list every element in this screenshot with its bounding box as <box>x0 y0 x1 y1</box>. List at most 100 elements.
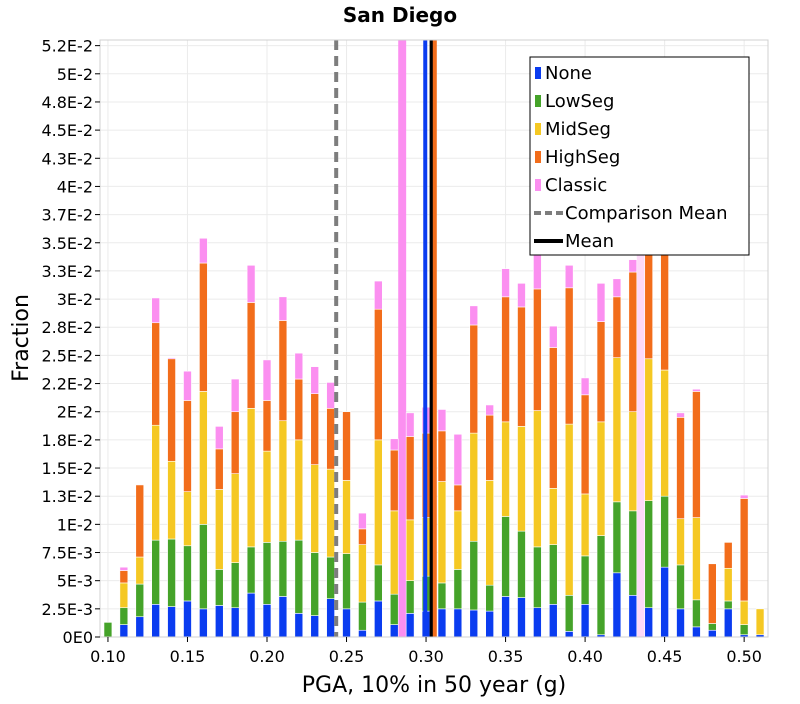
y-tick-label: 2E-2 <box>57 403 93 422</box>
bar-segment-none <box>692 626 701 638</box>
bar-segment-midseg <box>549 488 558 545</box>
bar-segment-none <box>167 606 176 638</box>
bar-segment-classic <box>215 426 224 450</box>
bar-segment-classic <box>405 412 415 437</box>
bar-segment-lowseg <box>103 622 113 638</box>
bar-segment-lowseg <box>549 544 558 605</box>
bar-segment-lowseg <box>612 501 622 574</box>
bar-segment-highseg <box>453 484 463 512</box>
legend-label: MidSeg <box>545 119 611 140</box>
bar-segment-highseg <box>183 400 192 492</box>
bar-segment-lowseg <box>151 539 160 605</box>
x-tick-label: 0.50 <box>726 647 762 666</box>
bar-segment-none <box>676 608 685 638</box>
bar-segment-lowseg <box>644 500 653 609</box>
bar-segment-highseg <box>596 321 606 423</box>
bar-segment-highseg <box>326 408 335 470</box>
bar-segment-midseg <box>469 432 479 542</box>
bar-segment-classic <box>437 409 447 432</box>
bar-segment-lowseg <box>692 599 701 628</box>
bar-segment-lowseg <box>405 580 415 614</box>
y-axis-ticks: 0E0 2.5E-3 5E-3 7.5E-3 1E-2 1.3E-2 1.5E-2 1.8E-… <box>41 37 100 647</box>
x-tick-label: 0.15 <box>170 647 206 666</box>
bar-segment-classic <box>389 438 399 451</box>
plot-border <box>99 39 769 638</box>
bar-segment-highseg <box>533 288 542 411</box>
bar-segment-lowseg <box>326 556 335 600</box>
bar-segment-classic <box>374 280 383 310</box>
y-tick-label: 2.5E-2 <box>41 346 93 365</box>
bar-segment-none <box>358 629 367 638</box>
bar-segment-midseg <box>692 517 701 601</box>
legend-label: Classic <box>545 175 607 196</box>
y-tick-label: 1E-2 <box>57 515 93 534</box>
bar-segment-none <box>310 615 319 638</box>
x-axis-label: PGA, 10% in 50 year (g) <box>302 673 566 698</box>
bar-segment-none <box>278 596 288 638</box>
bar-segment-none <box>564 631 574 638</box>
bar-segment-midseg <box>453 510 463 570</box>
bar-segment-none <box>389 624 399 638</box>
y-tick-label: 4.8E-2 <box>41 93 93 112</box>
x-axis-ticks: 0.10 0.15 0.20 0.25 0.30 0.35 0.40 0.45 0.50 <box>90 637 762 666</box>
bar-segment-lowseg <box>294 539 304 614</box>
bar-segment-classic <box>326 382 335 409</box>
bar-segment-none <box>326 598 335 638</box>
bar-segment-highseg <box>358 528 367 545</box>
bar-segment-midseg <box>405 519 415 581</box>
bar-segment-lowseg <box>199 524 208 610</box>
legend-swatch <box>535 179 541 191</box>
bar-segment-lowseg <box>564 595 574 632</box>
bar-segment-classic <box>199 237 208 264</box>
bar-segment-midseg <box>485 480 494 586</box>
bar-segment-highseg <box>135 484 145 558</box>
bars <box>103 203 765 638</box>
bar-segment-lowseg <box>230 562 240 609</box>
bar-segment-classic <box>278 296 288 321</box>
bar-segment-none <box>437 608 447 638</box>
reference-lines <box>334 40 437 637</box>
bar-segment-midseg <box>676 518 685 566</box>
bar-segment-classic <box>230 378 240 413</box>
bar-segment-classic <box>580 377 590 396</box>
x-tick-label: 0.35 <box>488 647 524 666</box>
bar-segment-highseg <box>199 262 208 392</box>
legend-label: Comparison Mean <box>565 203 728 224</box>
bar-segment-lowseg <box>676 564 685 610</box>
bar-segment-classic <box>676 412 685 418</box>
bar-segment-none <box>469 609 479 638</box>
bar-segment-lowseg <box>485 584 494 612</box>
x-tick-label: 0.25 <box>329 647 365 666</box>
bar-segment-highseg <box>501 296 510 423</box>
y-tick-label: 3.7E-2 <box>41 206 93 225</box>
legend-swatch <box>535 151 541 163</box>
y-tick-label: 7.5E-3 <box>41 544 93 563</box>
y-tick-label: 4.3E-2 <box>41 149 93 168</box>
bar-segment-classic <box>167 357 176 360</box>
bar-segment-classic <box>310 366 319 394</box>
bar-segment-classic <box>151 297 160 324</box>
y-tick-label: 0E0 <box>63 628 93 647</box>
bar-segment-lowseg <box>246 546 256 594</box>
bar-segment-lowseg <box>708 623 717 631</box>
y-tick-label: 5.2E-2 <box>41 37 93 56</box>
bar-segment-highseg <box>405 436 415 521</box>
bar-segment-lowseg <box>374 564 383 602</box>
bar-segment-none <box>199 608 208 638</box>
bar-segment-midseg <box>119 582 129 609</box>
y-tick-label: 4E-2 <box>57 177 93 196</box>
bar-segment-midseg <box>294 439 304 541</box>
y-tick-label: 1.5E-2 <box>41 459 93 478</box>
bar-segment-midseg <box>215 489 224 570</box>
bar-segment-classic <box>119 566 129 571</box>
bar-segment-classic <box>358 512 367 530</box>
bar-segment-none <box>246 592 256 638</box>
bar-segment-highseg <box>437 430 447 482</box>
legend-box <box>529 56 750 256</box>
bar-segment-classic <box>294 352 304 380</box>
bar-segment-none <box>294 613 304 638</box>
bar-segment-none <box>135 616 145 638</box>
bar-segment-lowseg <box>437 582 447 610</box>
bar-segment-none <box>151 604 160 638</box>
y-tick-label: 5E-3 <box>57 572 93 591</box>
